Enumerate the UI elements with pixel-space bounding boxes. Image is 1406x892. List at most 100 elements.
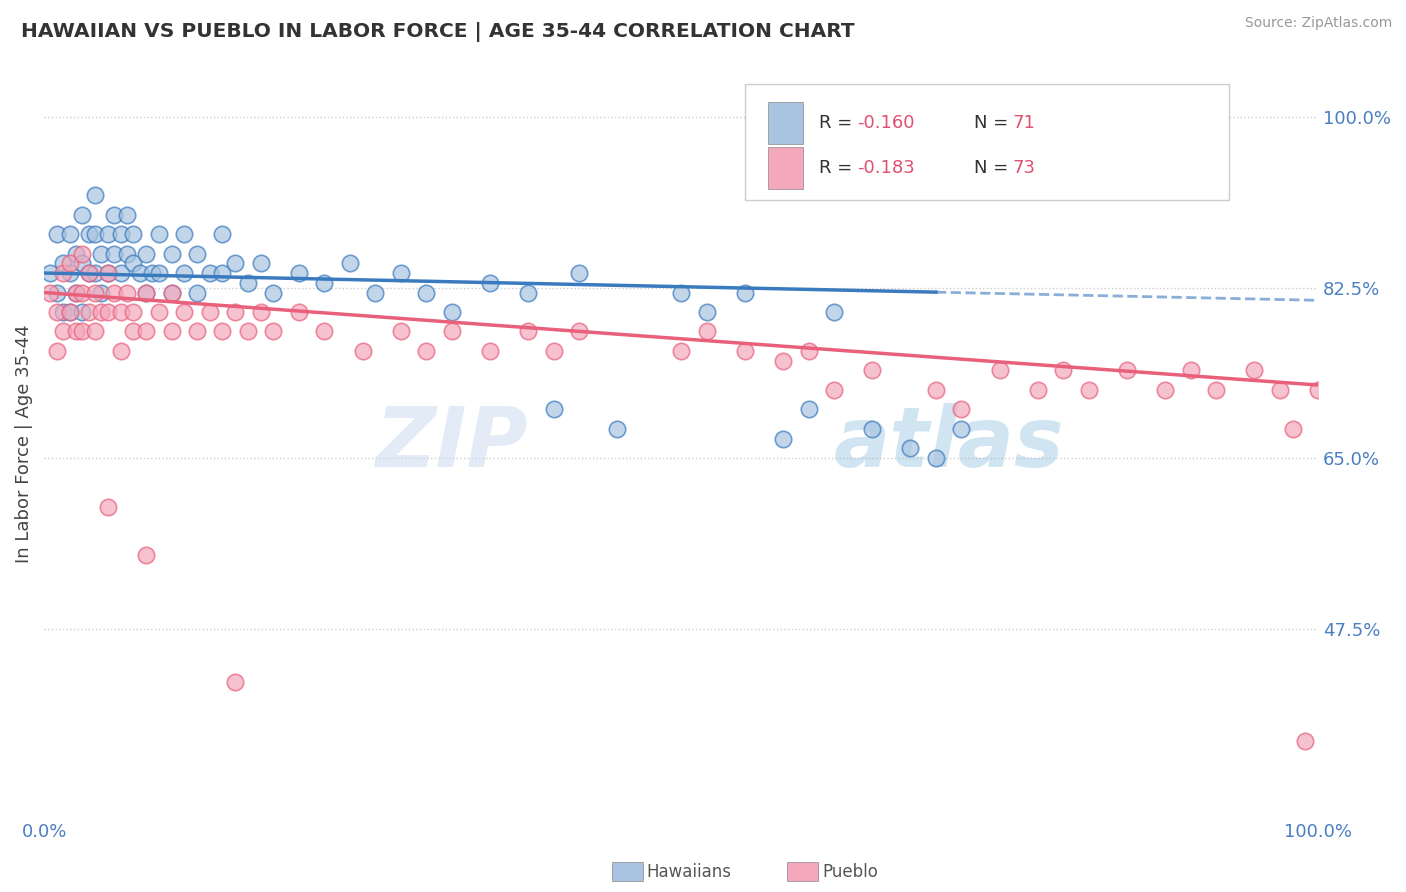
Point (734, 343, 756, 358)
Point (288, 266, 311, 280)
Point (1180, 363, 1202, 377)
Point (110, 227, 132, 241)
Point (734, 285, 756, 300)
Point (288, 305, 311, 319)
Point (97, 266, 120, 280)
Point (115, 246, 138, 260)
Point (186, 285, 208, 300)
Point (1154, 383, 1177, 397)
Point (211, 325, 233, 339)
Point (72, 208, 94, 222)
Point (39, 266, 62, 280)
Point (696, 305, 718, 319)
Point (52, 266, 75, 280)
Point (135, 325, 157, 339)
Point (696, 325, 718, 339)
Point (103, 246, 125, 260)
Text: R =: R = (818, 113, 858, 131)
Point (135, 285, 157, 300)
Point (173, 305, 195, 319)
Point (122, 256, 145, 270)
Point (103, 208, 125, 222)
Point (339, 256, 361, 270)
Point (58, 227, 80, 241)
Point (72, 256, 94, 270)
Point (198, 266, 221, 280)
Point (115, 285, 138, 300)
Point (797, 343, 820, 358)
Point (58, 256, 80, 270)
Point (77, 227, 100, 241)
Point (772, 432, 794, 446)
Point (72, 246, 94, 260)
Point (900, 442, 922, 456)
Point (97, 500, 120, 514)
Point (440, 325, 463, 339)
Text: 73: 73 (1012, 159, 1035, 177)
Point (65, 246, 87, 260)
Point (110, 343, 132, 358)
Point (415, 285, 437, 300)
Point (72, 285, 94, 300)
Point (352, 343, 374, 358)
Point (249, 305, 271, 319)
Text: R =: R = (818, 159, 858, 177)
Point (823, 383, 845, 397)
Point (97, 266, 120, 280)
Point (84, 325, 107, 339)
Point (262, 285, 284, 300)
Point (568, 325, 591, 339)
FancyBboxPatch shape (745, 84, 1229, 200)
Point (925, 451, 948, 466)
Point (1205, 383, 1227, 397)
Point (543, 402, 565, 417)
Point (950, 422, 973, 436)
Point (122, 227, 145, 241)
Text: Pueblo: Pueblo (823, 863, 879, 881)
Point (606, 422, 628, 436)
Point (236, 276, 259, 290)
Point (84, 285, 107, 300)
Point (135, 285, 157, 300)
Point (198, 305, 221, 319)
Point (122, 305, 145, 319)
Point (389, 266, 412, 280)
Point (58, 266, 80, 280)
Point (65, 325, 87, 339)
Point (249, 256, 271, 270)
Point (1308, 383, 1330, 397)
Point (72, 325, 94, 339)
Text: 71: 71 (1012, 113, 1035, 131)
Point (141, 266, 163, 280)
Point (148, 227, 170, 241)
Point (173, 227, 195, 241)
Point (52, 256, 75, 270)
Text: N =: N = (974, 113, 1014, 131)
Point (568, 266, 591, 280)
Point (97, 305, 120, 319)
Text: Source: ZipAtlas.com: Source: ZipAtlas.com (1244, 16, 1392, 30)
Point (479, 276, 502, 290)
Point (90, 285, 112, 300)
Point (950, 402, 973, 417)
Point (45, 343, 67, 358)
Point (224, 305, 246, 319)
Point (45, 227, 67, 241)
Point (1268, 383, 1291, 397)
Point (148, 305, 170, 319)
Point (224, 256, 246, 270)
Point (110, 266, 132, 280)
Point (84, 227, 107, 241)
Point (772, 353, 794, 368)
Point (39, 285, 62, 300)
Text: Hawaiians: Hawaiians (647, 863, 731, 881)
Text: atlas: atlas (834, 403, 1064, 484)
Point (110, 305, 132, 319)
Point (1116, 363, 1139, 377)
Point (160, 325, 183, 339)
Point (186, 325, 208, 339)
Point (160, 285, 183, 300)
Text: ZIP: ZIP (375, 403, 529, 484)
Text: N =: N = (974, 159, 1014, 177)
Point (517, 285, 540, 300)
